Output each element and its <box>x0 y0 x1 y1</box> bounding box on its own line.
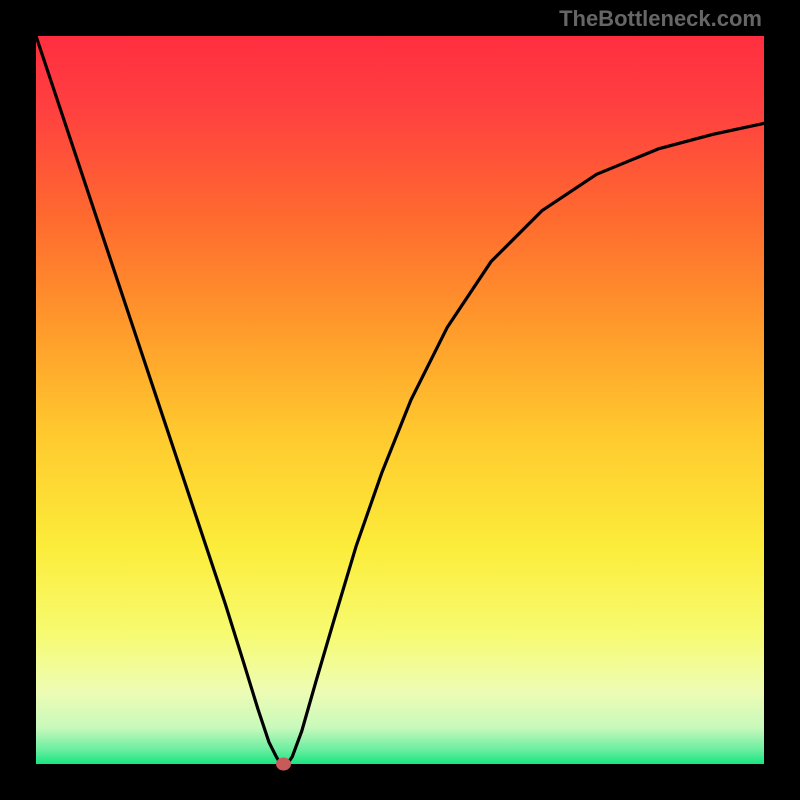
watermark-text: TheBottleneck.com <box>559 6 762 32</box>
bottleneck-curve <box>36 36 764 764</box>
curve-overlay <box>0 0 800 800</box>
chart-container: TheBottleneck.com <box>0 0 800 800</box>
optimum-marker <box>277 758 291 770</box>
